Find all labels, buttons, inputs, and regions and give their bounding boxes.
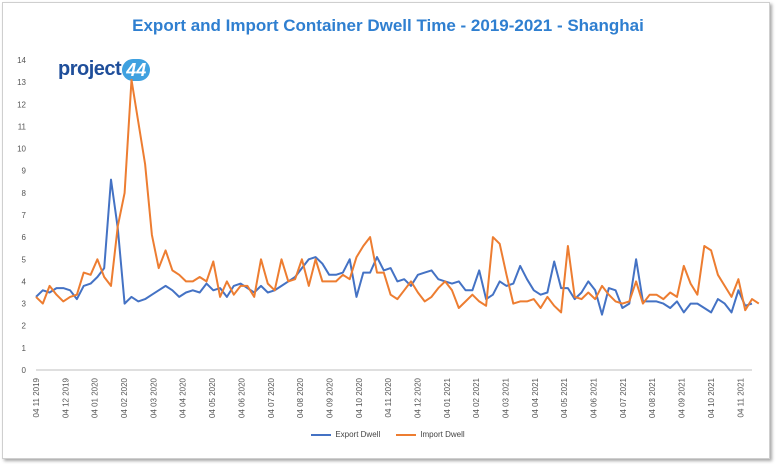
x-tick-label: 04 01 2020 (91, 377, 100, 418)
legend-swatch-export (311, 433, 332, 436)
y-tick-label: 0 (22, 366, 27, 375)
y-tick-label: 6 (22, 233, 27, 242)
y-tick-label: 11 (18, 122, 27, 131)
series-line-export (35, 178, 753, 316)
x-tick-label: 04 09 2020 (325, 377, 334, 418)
x-tick-label: 04 10 2020 (355, 377, 364, 418)
chart-title: Export and Import Container Dwell Time -… (132, 16, 644, 35)
y-tick-label: 1 (22, 344, 27, 353)
x-tick-label: 04 02 2020 (120, 377, 129, 418)
x-tick-label: 04 05 2020 (208, 377, 217, 418)
x-tick-label: 04 07 2021 (619, 377, 628, 418)
x-tick-label: 04 09 2021 (678, 377, 687, 418)
x-tick-label: 04 11 2020 (384, 377, 393, 417)
legend-swatch-import (396, 433, 417, 436)
x-tick-label: 04 06 2021 (590, 377, 599, 418)
x-tick-label: 04 05 2021 (560, 377, 569, 418)
y-tick-label: 10 (17, 145, 26, 154)
x-tick-label: 04 04 2021 (531, 377, 540, 418)
logo-wordmark: project (58, 58, 122, 80)
x-tick-label: 04 11 2019 (32, 377, 41, 417)
logo-badge: 44 (122, 58, 151, 81)
y-tick-label: 5 (22, 255, 27, 264)
y-tick-label: 14 (17, 56, 26, 65)
x-tick-label: 04 12 2019 (61, 377, 70, 418)
legend-label-export: Export Dwell (335, 430, 381, 439)
y-tick-label: 13 (17, 78, 26, 87)
x-tick-label: 04 12 2020 (413, 377, 422, 418)
x-tick-label: 04 04 2020 (179, 377, 188, 418)
y-tick-label: 7 (22, 211, 27, 220)
y-tick-label: 2 (22, 322, 27, 331)
y-tick-label: 12 (17, 100, 26, 109)
legend-label-import: Import Dwell (420, 430, 465, 439)
legend-item-import: Import Dwell (396, 430, 465, 439)
x-tick-label: 04 10 2021 (707, 377, 716, 418)
y-tick-label: 4 (22, 277, 27, 286)
x-tick-label: 04 11 2021 (736, 377, 745, 417)
x-tick-label: 04 07 2020 (267, 377, 276, 418)
x-tick-label: 04 08 2020 (296, 377, 305, 418)
legend-item-export: Export Dwell (311, 430, 380, 439)
x-tick-label: 04 03 2020 (149, 377, 158, 418)
y-tick-label: 3 (22, 300, 27, 309)
series-line-import (35, 78, 760, 314)
x-tick-label: 04 06 2020 (237, 377, 246, 418)
x-tick-label: 04 01 2021 (443, 377, 452, 418)
y-tick-label: 8 (22, 189, 27, 198)
project44-logo: project 44 (58, 58, 151, 81)
y-tick-label: 9 (22, 167, 27, 176)
x-tick-label: 04 02 2021 (472, 377, 481, 418)
x-tick-label: 04 03 2021 (502, 377, 511, 418)
x-tick-label: 04 08 2021 (648, 377, 657, 418)
legend: Export Dwell Import Dwell (0, 430, 776, 439)
